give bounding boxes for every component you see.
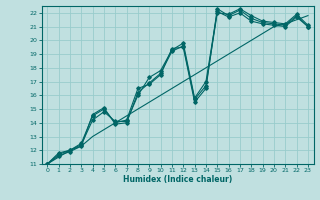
- X-axis label: Humidex (Indice chaleur): Humidex (Indice chaleur): [123, 175, 232, 184]
